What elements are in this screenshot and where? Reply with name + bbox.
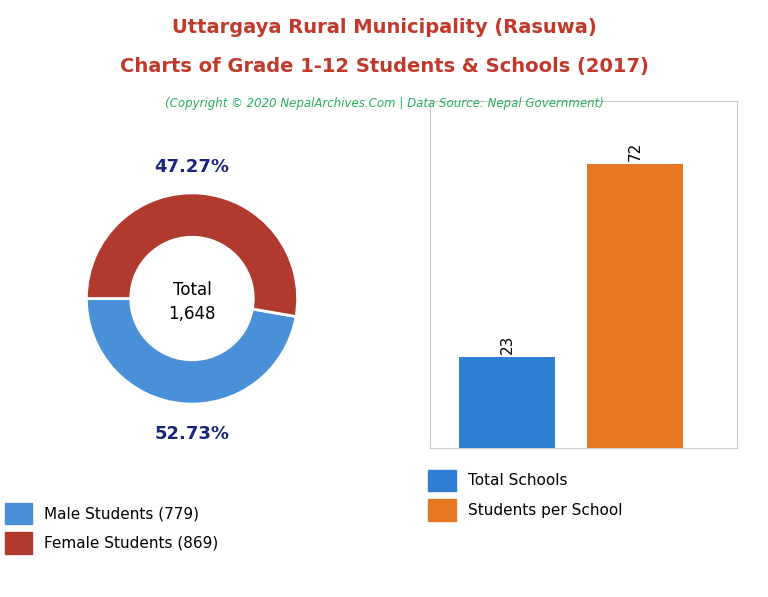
Text: Charts of Grade 1-12 Students & Schools (2017): Charts of Grade 1-12 Students & Schools …: [120, 57, 648, 76]
Text: Total: Total: [173, 281, 211, 299]
Bar: [587, 164, 683, 448]
Legend: Total Schools, Students per School: Total Schools, Students per School: [422, 464, 629, 527]
Bar: [459, 357, 555, 448]
Text: 47.27%: 47.27%: [154, 158, 230, 176]
Text: 52.73%: 52.73%: [154, 424, 230, 442]
Text: 72: 72: [627, 142, 642, 161]
Text: Uttargaya Rural Municipality (Rasuwa): Uttargaya Rural Municipality (Rasuwa): [171, 18, 597, 37]
Text: 23: 23: [499, 335, 515, 354]
Wedge shape: [86, 298, 296, 404]
Text: (Copyright © 2020 NepalArchives.Com | Data Source: Nepal Government): (Copyright © 2020 NepalArchives.Com | Da…: [164, 97, 604, 110]
Wedge shape: [86, 193, 297, 316]
Text: 1,648: 1,648: [168, 305, 216, 324]
Legend: Male Students (779), Female Students (869): Male Students (779), Female Students (86…: [0, 495, 226, 561]
